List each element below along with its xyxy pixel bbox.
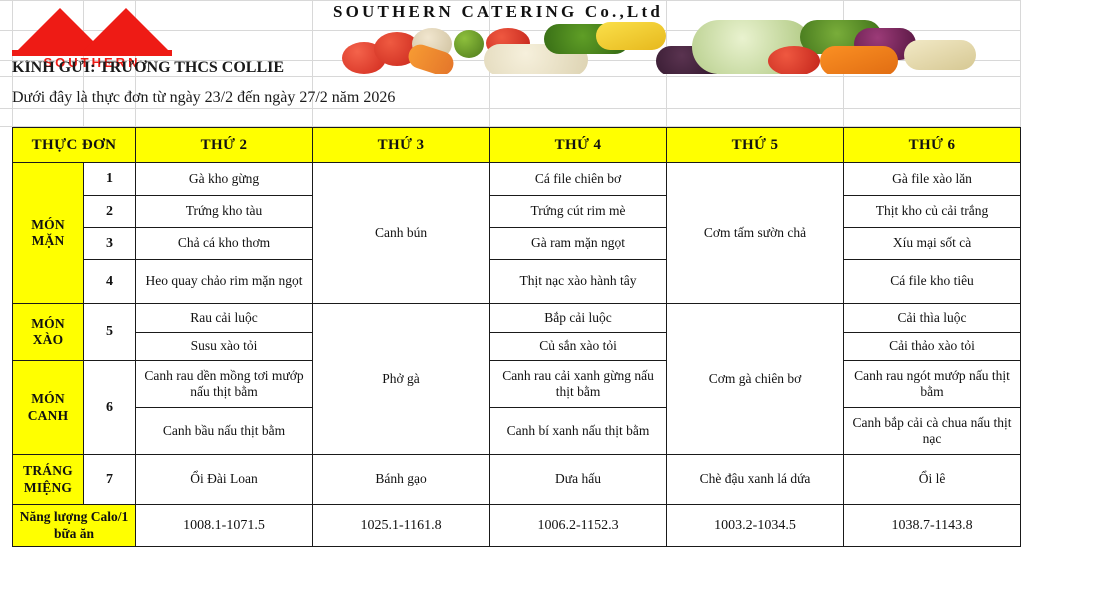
header-day-thu6: THỨ 6 [843,127,1022,163]
category-mon-xao: MÓN XÀO [12,303,84,361]
cell-man-4-thu6: Cá file kho tiêu [843,259,1022,304]
logo-peak-right-icon [80,8,172,54]
calorie-thu2: 1008.1-1071.5 [135,504,314,547]
header-menu-label: THỰC ĐƠN [11,127,137,163]
row-number-7: 7 [82,454,137,505]
category-mon-man: MÓN MẶN [12,162,84,304]
cell-canh-thu5: Cơm gà chiên bơ [666,303,845,455]
table-row: 3 Chả cá kho thơm Gà ram mặn ngọt Xíu mạ… [13,227,1022,260]
cell-xao-a-thu2: Rau cải luộc [135,303,314,333]
cell-man-4-thu2: Heo quay chảo rim mặn ngọt [135,259,314,304]
cell-xao-b-thu4: Củ sắn xào tỏi [489,332,668,361]
row-number-4: 4 [82,259,137,304]
cell-man-2-thu2: Trứng kho tàu [135,195,314,228]
calorie-row: Năng lượng Calo/1 bữa ăn 1008.1-1071.5 1… [11,504,1022,547]
cell-man-3-thu6: Xíu mại sốt cà [843,227,1022,260]
southern-logo: SOUTHERN [8,8,176,70]
cell-man-1-thu2: Gà kho gừng [135,162,314,196]
cell-canh-thu3: Phở gà [312,303,491,455]
date-range-line: Dưới đây là thực đơn từ ngày 23/2 đến ng… [12,89,396,106]
header-day-thu4: THỨ 4 [489,127,668,163]
cell-xao-b-thu2: Susu xào tỏi [135,332,314,361]
cell-dessert-thu5: Chè đậu xanh lá dứa [666,454,845,505]
table-row: 4 Heo quay chảo rim mặn ngọt Thịt nạc xà… [13,259,1022,304]
header-day-thu3: THỨ 3 [312,127,491,163]
logo-wordmark: SOUTHERN [43,55,141,70]
weekly-menu-table: THỰC ĐƠN THỨ 2 THỨ 3 THỨ 4 THỨ 5 THỨ 6 M… [11,127,1022,547]
calorie-thu3: 1025.1-1161.8 [312,504,491,547]
cell-man-thu3: Canh bún [312,162,491,304]
calorie-label: Năng lượng Calo/1 bữa ăn [11,504,137,547]
veg-cucumber-icon [454,30,484,58]
cell-canh-a-thu2: Canh rau dền mồng tơi mướp nấu thịt bằm [135,360,314,408]
cell-xao-a-thu6: Cải thìa luộc [843,303,1022,333]
row-number-3: 3 [82,227,137,260]
table-row: Canh bầu nấu thịt bằm Canh bí xanh nấu t… [13,407,1022,455]
cell-man-3-thu2: Chả cá kho thơm [135,227,314,260]
header-day-thu5: THỨ 5 [666,127,845,163]
cell-man-2-thu6: Thịt kho củ cải trắng [843,195,1022,228]
table-row: MÓN XÀO 5 Rau cải luộc Phở gà Bắp cải lu… [12,303,1022,455]
category-trang-mieng: TRÁNG MIỆNG [12,454,84,505]
cell-man-2-thu4: Trứng cút rim mè [489,195,668,228]
table-row: TRÁNG MIỆNG 7 Ổi Đài Loan Bánh gạo Dưa h… [12,454,1022,505]
calorie-thu6: 1038.7-1143.8 [843,504,1022,547]
veg-orange-pepper-icon [820,46,898,74]
table-header-row: THỰC ĐƠN THỨ 2 THỨ 3 THỨ 4 THỨ 5 THỨ 6 [11,127,1022,163]
cell-man-1-thu6: Gà file xào lăn [843,162,1022,196]
table-row: Susu xào tỏi Củ sắn xào tỏi Cải thảo xào… [13,332,1022,361]
veg-tomato-icon [768,46,820,74]
vegetables-photo [338,20,978,74]
letterhead-banner: SOUTHERN SOUTHERN CATERING Co.,Ltd [0,0,1116,122]
row-number-2: 2 [82,195,137,228]
calorie-thu5: 1003.2-1034.5 [666,504,845,547]
table-row: MÓN MẶN 1 Gà kho gừng Canh bún Cá file c… [12,162,1022,304]
cell-man-3-thu4: Gà ram mặn ngọt [489,227,668,260]
cell-xao-b-thu6: Cải thảo xào tỏi [843,332,1022,361]
cell-dessert-thu3: Bánh gạo [312,454,491,505]
cell-canh-b-thu4: Canh bí xanh nấu thịt bằm [489,407,668,455]
row-number-5: 5 [82,303,137,361]
recipient-line: KÍNH GỬI: TRƯỜNG THCS COLLIE [12,60,285,76]
cell-canh-a-thu4: Canh rau cải xanh gừng nấu thịt bằm [489,360,668,408]
cell-dessert-thu4: Dưa hấu [489,454,668,505]
cell-canh-b-thu6: Canh bắp cải cà chua nấu thịt nạc [843,407,1022,455]
cell-canh-a-thu6: Canh rau ngót mướp nấu thịt bằm [843,360,1022,408]
logo-base-bar-icon [12,50,172,56]
veg-squash-icon [904,40,976,70]
company-name: SOUTHERN CATERING Co.,Ltd [332,2,663,21]
cell-man-4-thu4: Thịt nạc xào hành tây [489,259,668,304]
table-row: MÓN CANH 6 Canh rau dền mồng tơi mướp nấ… [12,360,1022,455]
row-number-6: 6 [82,360,137,455]
header-day-thu2: THỨ 2 [135,127,314,163]
veg-yellow-pepper-icon [596,22,666,50]
row-number-1: 1 [82,162,137,196]
cell-man-thu5: Cơm tấm sườn chả [666,162,845,304]
table-row: 2 Trứng kho tàu Trứng cút rim mè Thịt kh… [13,195,1022,228]
cell-dessert-thu2: Ổi Đài Loan [135,454,314,505]
category-mon-canh: MÓN CANH [12,360,84,455]
cell-man-1-thu4: Cá file chiên bơ [489,162,668,196]
cell-dessert-thu6: Ổi lê [843,454,1022,505]
cell-xao-a-thu4: Bắp cải luộc [489,303,668,333]
cell-canh-b-thu2: Canh bầu nấu thịt bằm [135,407,314,455]
calorie-thu4: 1006.2-1152.3 [489,504,668,547]
